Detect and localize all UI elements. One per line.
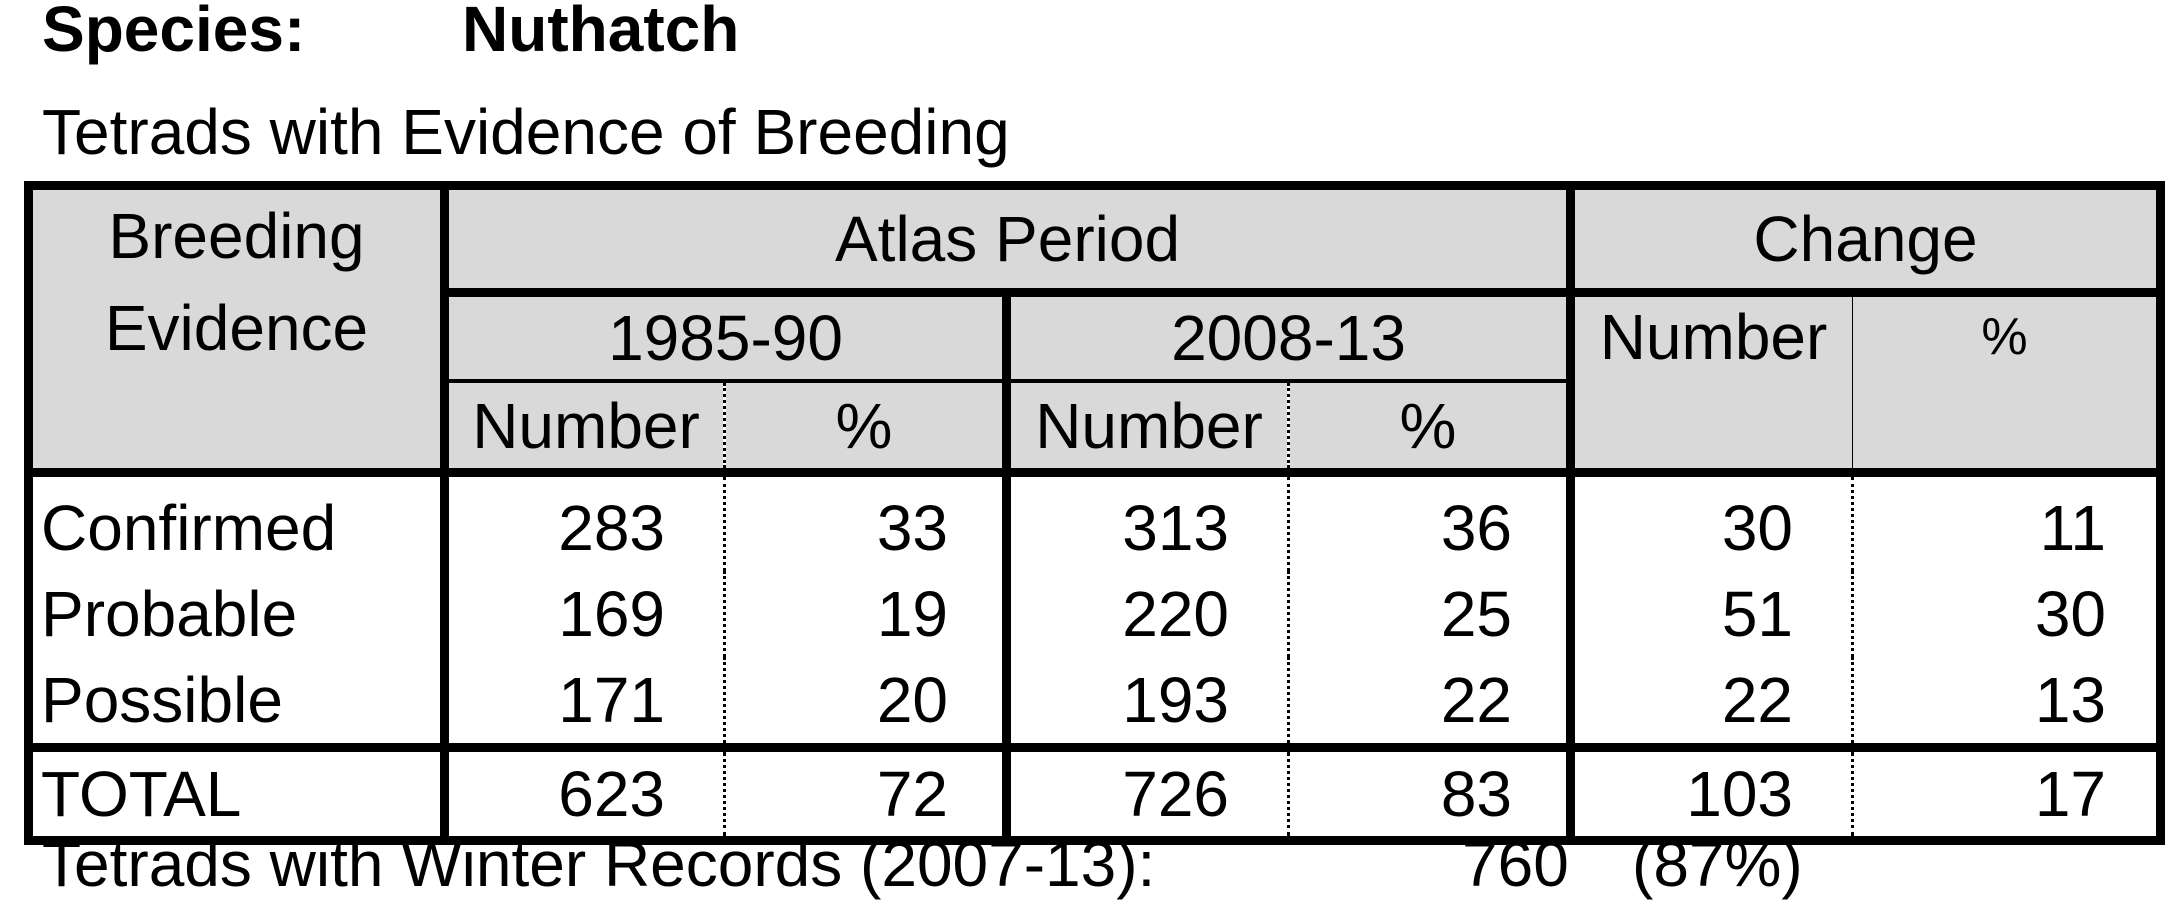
- winter-records-label: Tetrads with Winter Records (2007-13):: [42, 828, 1156, 900]
- period-2008-13-header: 2008-13: [1006, 292, 1575, 383]
- row-label: Probable: [28, 571, 449, 657]
- period-1985-90-header: 1985-90: [444, 292, 1011, 383]
- row-label: Possible: [28, 657, 449, 748]
- cell-1985-number: 169: [444, 571, 726, 657]
- cell-change-number: 22: [1570, 657, 1854, 748]
- cell-1985-number: 171: [444, 657, 726, 748]
- breeding-evidence-header-text: Breeding Evidence: [104, 200, 369, 364]
- period-2-percent-header: %: [1288, 381, 1575, 477]
- total-change-number: 103: [1570, 743, 1854, 841]
- change-number-header: Number: [1570, 292, 1853, 477]
- total-row: TOTAL 623 72 726 83 103 17: [28, 743, 2161, 841]
- total-change-percent: 17: [1852, 743, 2161, 841]
- atlas-period-header: Atlas Period: [444, 185, 1575, 297]
- cell-2008-percent: 36: [1288, 472, 1575, 571]
- table-subtitle: Tetrads with Evidence of Breeding: [42, 96, 1010, 168]
- period-1-percent-header: %: [724, 381, 1011, 477]
- cell-2008-percent: 25: [1288, 571, 1575, 657]
- total-label: TOTAL: [28, 743, 449, 841]
- change-percent-header: %: [1852, 292, 2161, 477]
- period-1-number-header: Number: [444, 381, 726, 477]
- total-2008-percent: 83: [1288, 743, 1575, 841]
- table-row: Confirmed 283 33 313 36 30 11: [28, 472, 2161, 571]
- cell-2008-percent: 22: [1288, 657, 1575, 748]
- cell-1985-number: 283: [444, 472, 726, 571]
- breeding-evidence-table: Breeding Evidence Atlas Period Change 19…: [24, 181, 2165, 845]
- cell-change-percent: 30: [2034, 578, 2106, 650]
- cell-2008-number: 313: [1006, 472, 1290, 571]
- cell-change-number: 30: [1570, 472, 1854, 571]
- total-1985-percent: 72: [724, 743, 1011, 841]
- species-name: Nuthatch: [462, 0, 740, 65]
- total-1985-number: 623: [444, 743, 726, 841]
- row-label: Confirmed: [28, 472, 449, 571]
- cell-1985-percent: 33: [724, 472, 1011, 571]
- cell-1985-percent: 19: [724, 571, 1011, 657]
- table-row: Possible 171 20 193 22 22 13: [28, 657, 2161, 748]
- winter-records-count: 760: [1462, 828, 1569, 900]
- period-2-number-header: Number: [1006, 381, 1290, 477]
- winter-records-line: Tetrads with Winter Records (2007-13): 7…: [42, 828, 1842, 904]
- table-row: Probable 169 19 220 25 51 30: [28, 571, 2161, 657]
- cell-1985-percent: 20: [724, 657, 1011, 748]
- cell-change-percent: 13: [2034, 664, 2106, 736]
- cell-change-percent: 11: [2039, 492, 2106, 564]
- cell-change-number: 51: [1570, 571, 1854, 657]
- change-header: Change: [1570, 185, 2161, 297]
- winter-records-percent: (87%): [1632, 828, 1803, 900]
- cell-2008-number: 220: [1006, 571, 1290, 657]
- breeding-evidence-header: Breeding Evidence: [28, 185, 449, 477]
- cell-2008-number: 193: [1006, 657, 1290, 748]
- total-2008-number: 726: [1006, 743, 1290, 841]
- species-label: Species:: [42, 0, 306, 65]
